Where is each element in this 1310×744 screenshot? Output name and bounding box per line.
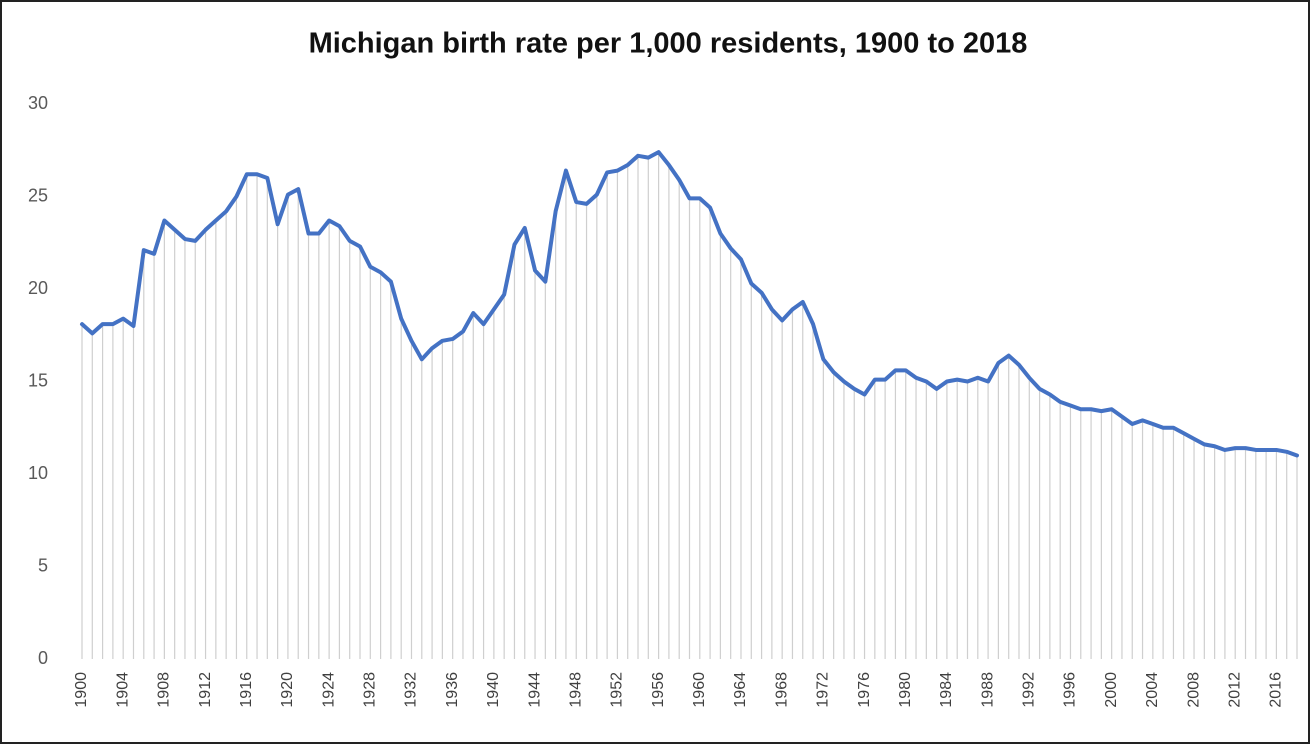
x-tick-label: 2000	[1103, 672, 1120, 708]
y-tick-label: 20	[28, 278, 48, 298]
x-tick-label: 2008	[1185, 672, 1202, 708]
x-tick-label: 1924	[320, 672, 337, 708]
x-tick-label: 1968	[773, 672, 790, 708]
x-tick-label: 1980	[897, 672, 914, 708]
x-tick-label: 1976	[856, 672, 873, 708]
x-tick-label: 1912	[197, 672, 214, 708]
y-tick-label: 0	[38, 648, 48, 668]
x-tick-label: 1944	[526, 672, 543, 708]
y-tick-label: 30	[28, 93, 48, 113]
x-tick-label: 1900	[73, 672, 90, 708]
x-tick-label: 1988	[979, 672, 996, 708]
x-tick-label: 2012	[1226, 672, 1243, 708]
x-tick-label: 2016	[1268, 672, 1285, 708]
line-series	[80, 150, 1299, 458]
x-tick-label: 1932	[403, 672, 420, 708]
x-tick-label: 1928	[362, 672, 379, 708]
x-tick-label: 1960	[691, 672, 708, 708]
x-tick-label: 1964	[732, 672, 749, 708]
x-tick-label: 1992	[1021, 672, 1038, 708]
x-tick-label: 1952	[609, 672, 626, 708]
chart-title: Michigan birth rate per 1,000 residents,…	[309, 28, 1028, 60]
y-tick-label: 25	[28, 185, 48, 205]
x-tick-label: 1972	[815, 672, 832, 708]
x-tick-label: 1956	[650, 672, 667, 708]
x-tick-label: 1920	[279, 672, 296, 708]
x-tick-label: 1996	[1062, 672, 1079, 708]
y-tick-label: 5	[38, 555, 48, 575]
x-tick-label: 1916	[238, 672, 255, 708]
x-tick-label: 1940	[485, 672, 502, 708]
x-tick-label: 1948	[567, 672, 584, 708]
y-tick-label: 10	[28, 463, 48, 483]
x-tick-label: 1936	[444, 672, 461, 708]
x-tick-label: 1904	[114, 672, 131, 708]
x-tick-label: 1984	[938, 672, 955, 708]
x-tick-label: 2004	[1144, 672, 1161, 708]
y-tick-label: 15	[28, 370, 48, 390]
x-tick-label: 1908	[156, 672, 173, 708]
